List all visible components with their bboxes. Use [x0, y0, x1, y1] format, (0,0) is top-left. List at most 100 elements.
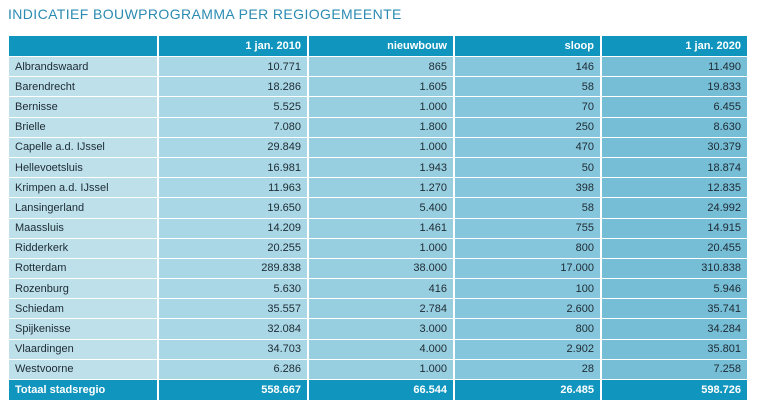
- table-row: Barendrecht 18.286 1.605 58 19.833: [9, 77, 747, 98]
- cell-sloop: 58: [455, 77, 600, 98]
- cell-municipality: Lansingerland: [9, 198, 157, 219]
- cell-jan-2010: 34.703: [159, 339, 307, 360]
- table-row: Maassluis 14.209 1.461 755 14.915: [9, 218, 747, 239]
- header-jan-2020: 1 jan. 2020: [602, 36, 747, 57]
- cell-jan-2020: 20.455: [602, 238, 747, 259]
- cell-jan-2020: 12.835: [602, 178, 747, 199]
- cell-jan-2020: 7.258: [602, 359, 747, 380]
- total-label: Totaal stadsregio: [9, 380, 157, 400]
- cell-jan-2020: 310.838: [602, 258, 747, 280]
- table-row: Vlaardingen 34.703 4.000 2.902 35.801: [9, 339, 747, 360]
- cell-municipality: Vlaardingen: [9, 339, 157, 360]
- cell-nieuwbouw: 1.000: [309, 359, 453, 380]
- cell-nieuwbouw: 1.000: [309, 238, 453, 259]
- cell-jan-2010: 29.849: [159, 137, 307, 158]
- cell-jan-2020: 14.915: [602, 218, 747, 239]
- total-sloop: 26.485: [455, 380, 600, 400]
- cell-municipality: Brielle: [9, 117, 157, 138]
- cell-jan-2010: 11.963: [159, 178, 307, 199]
- table-row: Rotterdam 289.838 38.000 17.000 310.838: [9, 258, 747, 280]
- cell-sloop: 2.902: [455, 339, 600, 360]
- cell-nieuwbouw: 4.000: [309, 339, 453, 360]
- cell-nieuwbouw: 1.270: [309, 178, 453, 199]
- table-row: Capelle a.d. IJssel 29.849 1.000 470 30.379: [9, 137, 747, 158]
- cell-sloop: 2.600: [455, 299, 600, 320]
- cell-jan-2010: 16.981: [159, 157, 307, 179]
- cell-nieuwbouw: 1.000: [309, 97, 453, 118]
- header-nieuwbouw: nieuwbouw: [309, 36, 453, 57]
- cell-jan-2010: 18.286: [159, 77, 307, 98]
- cell-nieuwbouw: 1.943: [309, 157, 453, 179]
- cell-jan-2010: 14.209: [159, 218, 307, 239]
- cell-jan-2010: 5.525: [159, 97, 307, 118]
- cell-jan-2010: 5.630: [159, 279, 307, 300]
- housing-program-table: 1 jan. 2010 nieuwbouw sloop 1 jan. 2020 …: [7, 36, 749, 400]
- cell-sloop: 58: [455, 198, 600, 219]
- cell-nieuwbouw: 865: [309, 57, 453, 78]
- cell-municipality: Hellevoetsluis: [9, 157, 157, 179]
- cell-municipality: Ridderkerk: [9, 238, 157, 259]
- total-jan-2010: 558.667: [159, 380, 307, 400]
- cell-sloop: 28: [455, 359, 600, 380]
- cell-municipality: Capelle a.d. IJssel: [9, 137, 157, 158]
- table-row: Hellevoetsluis 16.981 1.943 50 18.874: [9, 157, 747, 179]
- cell-municipality: Krimpen a.d. IJssel: [9, 178, 157, 199]
- cell-nieuwbouw: 1.800: [309, 117, 453, 138]
- cell-sloop: 146: [455, 57, 600, 78]
- table-row: Krimpen a.d. IJssel 11.963 1.270 398 12.835: [9, 178, 747, 199]
- cell-jan-2020: 34.284: [602, 319, 747, 340]
- table-row: Westvoorne 6.286 1.000 28 7.258: [9, 359, 747, 380]
- cell-jan-2020: 11.490: [602, 57, 747, 78]
- cell-jan-2020: 35.801: [602, 339, 747, 360]
- cell-jan-2020: 19.833: [602, 77, 747, 98]
- table-row: Lansingerland 19.650 5.400 58 24.992: [9, 198, 747, 219]
- cell-municipality: Bernisse: [9, 97, 157, 118]
- cell-jan-2020: 30.379: [602, 137, 747, 158]
- total-row: Totaal stadsregio 558.667 66.544 26.485 …: [9, 380, 747, 400]
- cell-nieuwbouw: 38.000: [309, 258, 453, 280]
- cell-nieuwbouw: 416: [309, 279, 453, 300]
- total-jan-2020: 598.726: [602, 380, 747, 400]
- table-row: Rozenburg 5.630 416 100 5.946: [9, 279, 747, 300]
- cell-sloop: 50: [455, 157, 600, 179]
- cell-jan-2010: 20.255: [159, 238, 307, 259]
- cell-municipality: Schiedam: [9, 299, 157, 320]
- cell-jan-2020: 5.946: [602, 279, 747, 300]
- table-row: Schiedam 35.557 2.784 2.600 35.741: [9, 299, 747, 320]
- cell-municipality: Barendrecht: [9, 77, 157, 98]
- cell-nieuwbouw: 1.461: [309, 218, 453, 239]
- table-row: Bernisse 5.525 1.000 70 6.455: [9, 97, 747, 118]
- cell-sloop: 755: [455, 218, 600, 239]
- cell-sloop: 100: [455, 279, 600, 300]
- cell-sloop: 470: [455, 137, 600, 158]
- cell-jan-2010: 6.286: [159, 359, 307, 380]
- cell-municipality: Rotterdam: [9, 258, 157, 280]
- cell-sloop: 800: [455, 238, 600, 259]
- cell-jan-2010: 32.084: [159, 319, 307, 340]
- cell-sloop: 800: [455, 319, 600, 340]
- cell-nieuwbouw: 2.784: [309, 299, 453, 320]
- cell-municipality: Albrandswaard: [9, 57, 157, 78]
- cell-nieuwbouw: 1.000: [309, 137, 453, 158]
- cell-jan-2010: 35.557: [159, 299, 307, 320]
- cell-sloop: 398: [455, 178, 600, 199]
- cell-municipality: Maassluis: [9, 218, 157, 239]
- cell-jan-2020: 35.741: [602, 299, 747, 320]
- cell-nieuwbouw: 1.605: [309, 77, 453, 98]
- cell-sloop: 70: [455, 97, 600, 118]
- cell-jan-2010: 19.650: [159, 198, 307, 219]
- cell-jan-2020: 8.630: [602, 117, 747, 138]
- header-jan-2010: 1 jan. 2010: [159, 36, 307, 57]
- total-nieuwbouw: 66.544: [309, 380, 453, 400]
- table-header-row: 1 jan. 2010 nieuwbouw sloop 1 jan. 2020: [9, 36, 747, 57]
- cell-nieuwbouw: 5.400: [309, 198, 453, 219]
- header-sloop: sloop: [455, 36, 600, 57]
- cell-jan-2010: 7.080: [159, 117, 307, 138]
- table-row: Albrandswaard 10.771 865 146 11.490: [9, 57, 747, 78]
- cell-jan-2020: 6.455: [602, 97, 747, 118]
- cell-jan-2010: 10.771: [159, 57, 307, 78]
- cell-sloop: 250: [455, 117, 600, 138]
- cell-jan-2020: 24.992: [602, 198, 747, 219]
- cell-nieuwbouw: 3.000: [309, 319, 453, 340]
- table-row: Brielle 7.080 1.800 250 8.630: [9, 117, 747, 138]
